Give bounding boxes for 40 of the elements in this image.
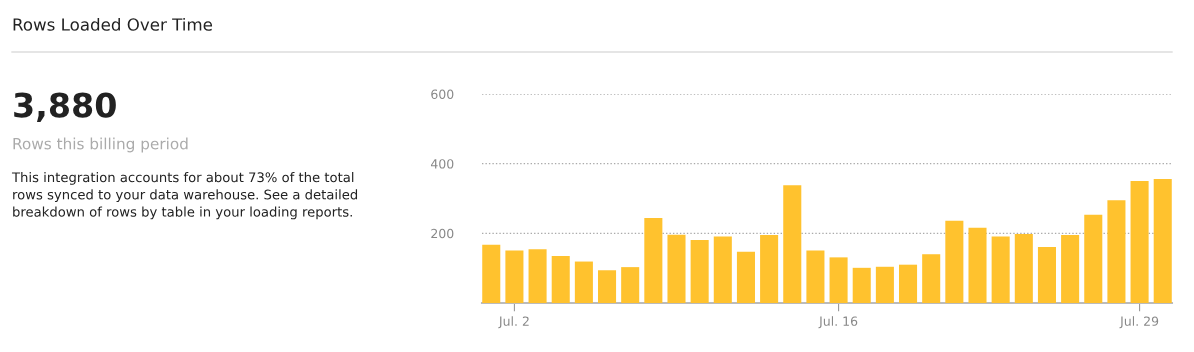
bar bbox=[991, 236, 1010, 303]
text: Rows Loaded Over Time bbox=[13, 17, 213, 31]
bar bbox=[968, 227, 987, 303]
bar bbox=[1107, 200, 1126, 303]
bar bbox=[806, 250, 825, 303]
y-tick-label: 600 bbox=[431, 89, 454, 99]
bar bbox=[1084, 214, 1103, 303]
bar bbox=[713, 236, 732, 303]
bar bbox=[736, 251, 755, 303]
bar bbox=[922, 254, 941, 303]
bar bbox=[644, 218, 663, 303]
bar bbox=[551, 255, 570, 303]
bar bbox=[829, 257, 848, 303]
bar bbox=[528, 249, 547, 303]
bar bbox=[1153, 178, 1172, 303]
bar bbox=[899, 264, 918, 303]
y-tick-label: 400 bbox=[430, 159, 454, 169]
bar bbox=[945, 220, 964, 303]
bar bbox=[667, 234, 686, 303]
text: 3,880 bbox=[14, 92, 116, 122]
bar bbox=[875, 266, 894, 303]
bar bbox=[505, 250, 524, 303]
bar bbox=[783, 185, 802, 303]
bar bbox=[690, 239, 709, 303]
y-tick-label: 200 bbox=[431, 228, 454, 239]
bar bbox=[598, 270, 617, 303]
bar bbox=[621, 267, 640, 303]
bar bbox=[1061, 235, 1080, 303]
bar bbox=[1037, 246, 1056, 303]
bar bbox=[760, 235, 779, 303]
text: Rows this billing period bbox=[13, 137, 188, 153]
x-tick-label: Jul. 29 bbox=[1119, 316, 1159, 329]
x-tick-label: Jul. 2 bbox=[498, 316, 529, 329]
bar bbox=[852, 267, 871, 303]
text: This integration accounts for about 73% of the total rows synced to your data warehouse. See a detailed breakdown of rows by table in your loading reports. bbox=[11, 172, 358, 220]
bar bbox=[1014, 234, 1033, 303]
bar bbox=[482, 244, 501, 303]
bar bbox=[574, 261, 593, 303]
x-tick-label: Jul. 16 bbox=[818, 316, 858, 329]
bar bbox=[1130, 181, 1149, 303]
